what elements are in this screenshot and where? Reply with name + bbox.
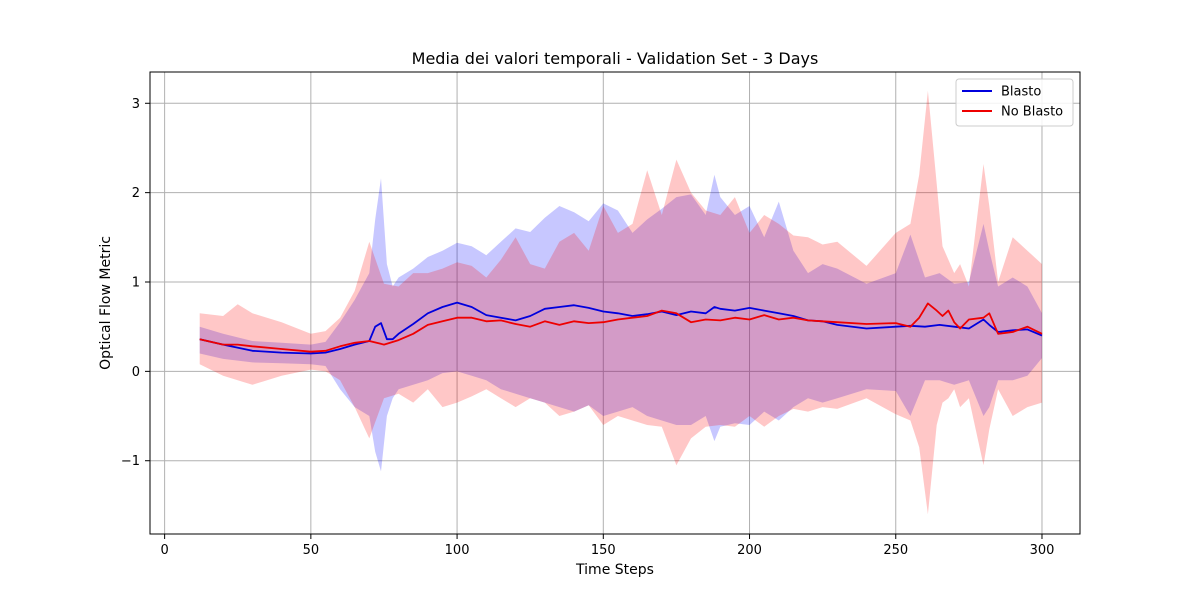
chart-title: Media dei valori temporali - Validation … [412, 49, 819, 68]
y-tick-label: 1 [132, 276, 140, 291]
x-tick-label: 300 [1030, 543, 1055, 558]
y-tick-label: 0 [132, 365, 140, 380]
blasto-legend-label: Blasto [1001, 85, 1041, 100]
x-tick-label: 200 [737, 543, 762, 558]
no-blasto-legend-label: No Blasto [1001, 105, 1063, 120]
y-tick-label: 3 [132, 97, 140, 112]
x-axis-title: Time Steps [575, 562, 654, 578]
y-tick-label: 2 [132, 186, 140, 201]
x-tick-label: 100 [445, 543, 470, 558]
legend: Blasto No Blasto [956, 79, 1073, 126]
x-tick-label: 0 [160, 543, 168, 558]
x-tick-label: 50 [303, 543, 320, 558]
x-tick-label: 150 [591, 543, 616, 558]
x-tick-label: 250 [883, 543, 908, 558]
y-axis-title: Optical Flow Metric [98, 236, 114, 370]
y-tick-label: −1 [121, 454, 140, 469]
